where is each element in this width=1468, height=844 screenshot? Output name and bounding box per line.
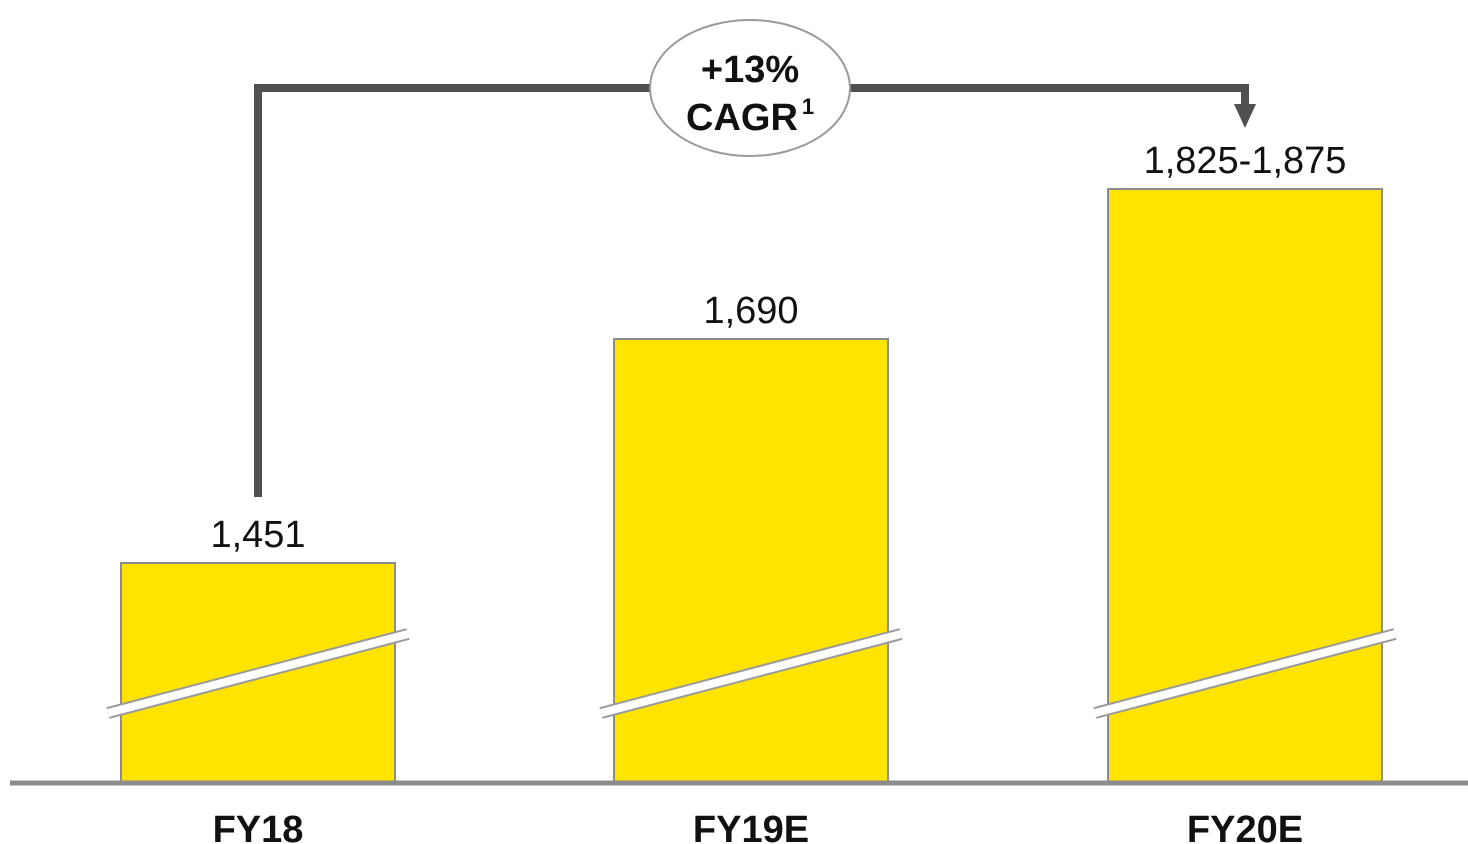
cagr-bubble: +13% CAGR 1	[649, 19, 851, 157]
category-label-fy19e: FY19E	[693, 809, 809, 844]
bars-layer	[120, 188, 1383, 784]
axis-break-marks	[106, 628, 1397, 719]
labels-layer: 1,451 FY18 1,690 FY19E 1,825-1,875 FY20E	[210, 140, 1346, 844]
axis-break-fy19e	[599, 628, 903, 719]
cagr-footnote-marker: 1	[802, 94, 814, 119]
axis-break-fy20e	[1093, 628, 1397, 719]
value-label-fy20e: 1,825-1,875	[1144, 140, 1347, 182]
cagr-percent-label: +13%	[701, 49, 799, 91]
cagr-bubble-ellipse	[649, 19, 851, 157]
axis-break-fy18	[106, 628, 410, 719]
cagr-label: CAGR	[686, 97, 798, 139]
bar-fy20e	[1107, 188, 1383, 784]
category-label-fy20e: FY20E	[1187, 809, 1303, 844]
cagr-arrow-head	[1234, 104, 1256, 128]
value-label-fy19e: 1,690	[703, 290, 798, 332]
category-label-fy18: FY18	[213, 809, 304, 844]
value-label-fy18: 1,451	[210, 514, 305, 556]
bar-fy19e	[613, 338, 889, 784]
